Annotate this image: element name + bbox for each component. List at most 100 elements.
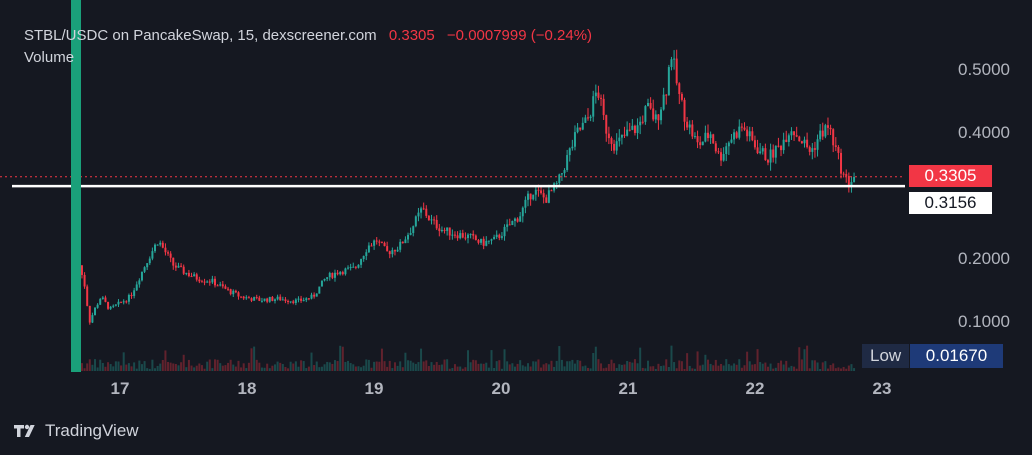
volume-bar xyxy=(86,363,89,371)
candle-body xyxy=(795,135,798,137)
candle-body xyxy=(347,267,350,269)
volume-bar xyxy=(143,361,146,371)
volume-bar xyxy=(391,368,394,371)
volume-bar xyxy=(388,360,391,371)
candle-body xyxy=(704,132,707,142)
candle-body xyxy=(446,227,449,231)
candle-body xyxy=(660,109,663,121)
volume-bar xyxy=(417,362,420,371)
candle-body xyxy=(579,127,582,130)
volume-bar xyxy=(180,362,183,371)
candle-body xyxy=(172,257,175,266)
candle-body xyxy=(746,129,749,137)
candle-body xyxy=(631,125,634,130)
candle-body xyxy=(748,131,751,137)
volume-bar xyxy=(435,361,438,371)
candle-body xyxy=(774,145,777,158)
candle-body xyxy=(780,145,783,151)
volume-bar xyxy=(576,360,579,371)
candle-body xyxy=(456,235,459,239)
tradingview-brand[interactable]: TradingView xyxy=(14,421,139,441)
volume-bar xyxy=(787,367,790,371)
candle-body xyxy=(388,251,391,255)
candle-body xyxy=(198,279,201,282)
candle-body xyxy=(109,306,112,309)
candle-body xyxy=(482,238,485,246)
candle-body xyxy=(772,149,775,158)
volume-bar xyxy=(842,366,845,371)
candle-body xyxy=(845,174,848,176)
volume-bar xyxy=(670,345,673,371)
candle-body xyxy=(459,233,462,239)
candle-body xyxy=(623,134,626,136)
candle-body xyxy=(600,97,603,99)
candle-body xyxy=(720,152,723,161)
candle-body xyxy=(469,233,472,235)
tradingview-logo-icon xyxy=(14,424,35,437)
candle-body xyxy=(229,289,232,295)
candle-body xyxy=(813,148,816,150)
volume-bar xyxy=(519,360,522,371)
candle-body xyxy=(156,244,159,246)
candle-body xyxy=(399,241,402,250)
volume-bar xyxy=(712,365,715,371)
volume-bar xyxy=(761,363,764,371)
candle-body xyxy=(620,134,623,138)
volume-bar xyxy=(88,359,91,371)
candle-body xyxy=(662,94,665,110)
volume-bar xyxy=(198,363,201,371)
candle-body xyxy=(670,59,673,68)
volume-bar xyxy=(699,365,702,371)
volume-bar xyxy=(777,362,780,371)
candle-body xyxy=(86,286,89,306)
candle-body xyxy=(352,266,355,268)
candle-body xyxy=(803,139,806,144)
volume-bar xyxy=(500,368,503,371)
candle-body xyxy=(341,272,344,275)
candle-body xyxy=(420,208,423,213)
volume-bar xyxy=(284,366,287,371)
candle-body xyxy=(232,290,235,295)
volume-bar xyxy=(722,365,725,371)
volume-bar xyxy=(357,366,360,371)
volume-bar xyxy=(834,368,837,371)
candle-body xyxy=(94,307,97,316)
volume-bar xyxy=(487,367,490,371)
volume-bar xyxy=(618,364,621,371)
volume-bar xyxy=(370,367,373,371)
candle-body xyxy=(738,126,741,138)
candle-body xyxy=(177,265,180,268)
candle-body xyxy=(360,259,363,265)
volume-bar xyxy=(579,360,582,371)
volume-bar xyxy=(242,363,245,371)
candle-body xyxy=(112,305,115,307)
candle-body xyxy=(401,241,404,244)
candle-body xyxy=(821,130,824,137)
volume-bar xyxy=(503,349,506,371)
candle-body xyxy=(412,226,415,233)
candle-body xyxy=(743,127,746,130)
candle-body xyxy=(234,290,237,293)
candle-body xyxy=(326,277,329,279)
y-tick-label: 0.2000 xyxy=(958,249,1010,268)
volume-bar xyxy=(302,361,305,371)
candle-body xyxy=(247,297,250,299)
volume-bar xyxy=(409,360,412,371)
candle-body xyxy=(527,193,530,200)
candle-body xyxy=(268,297,271,302)
volume-bar xyxy=(811,360,814,371)
candle-body xyxy=(96,304,99,308)
volume-bar xyxy=(271,365,274,371)
candle-body xyxy=(135,284,138,291)
volume-bar xyxy=(667,366,670,371)
horizontal-line-price-tag[interactable]: 0.3156 xyxy=(909,192,992,214)
candle-body xyxy=(221,284,224,287)
candle-body xyxy=(722,153,725,161)
volume-bar xyxy=(315,361,318,371)
candle-body xyxy=(480,238,483,243)
candle-body xyxy=(273,299,276,301)
volume-bar xyxy=(774,367,777,371)
x-tick-label: 19 xyxy=(364,379,384,398)
volume-bar xyxy=(104,366,107,371)
